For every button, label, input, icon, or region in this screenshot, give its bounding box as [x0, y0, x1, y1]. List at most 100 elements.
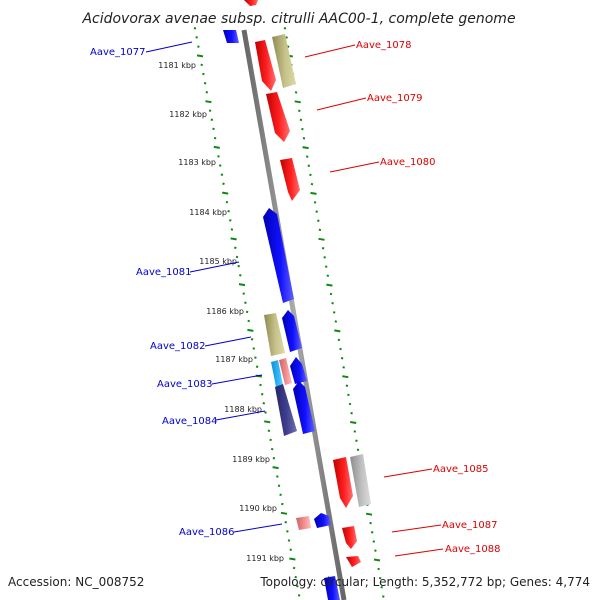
tick-mark — [326, 283, 333, 287]
tick-mark — [200, 63, 203, 67]
kbp-tick-1182: 1182 kbp — [169, 110, 207, 119]
tick-mark — [264, 420, 271, 424]
gene-aave-1082-tan[interactable] — [264, 313, 285, 356]
tick-mark — [329, 292, 333, 296]
tick-mark — [326, 274, 330, 277]
tick-mark — [283, 27, 287, 30]
tick-mark — [345, 384, 349, 387]
tick-mark — [355, 439, 358, 442]
kbp-tick-1184: 1184 kbp — [189, 208, 227, 217]
tick-mark — [260, 392, 264, 396]
gene-partial-top-red[interactable] — [244, 0, 258, 6]
tick-mark — [247, 328, 254, 332]
tick-mark — [210, 118, 214, 122]
tick-mark — [310, 191, 317, 195]
tick-mark — [313, 201, 317, 204]
gene-label-aave-1087[interactable]: Aave_1087 — [442, 520, 498, 531]
tick-mark — [305, 155, 309, 158]
tick-mark — [334, 329, 341, 333]
tick-mark — [286, 530, 289, 533]
tick-mark — [281, 502, 284, 506]
tick-mark — [279, 493, 282, 497]
tick-mark — [242, 292, 245, 295]
tick-mark — [244, 301, 247, 304]
kbp-tick-1183: 1183 kbp — [178, 158, 216, 167]
gene-aave-1086-pink[interactable] — [296, 516, 311, 530]
gene-label-aave-1080[interactable]: Aave_1080 — [380, 157, 436, 168]
tick-mark — [285, 36, 288, 39]
tick-mark — [272, 466, 279, 470]
gene-aave-1080[interactable] — [280, 158, 300, 201]
tick-mark — [276, 475, 279, 478]
gene-aave-1083-blue[interactable] — [290, 357, 307, 384]
genome-summary-text: Topology: circular; Length: 5,352,772 bp… — [259, 575, 590, 589]
gene-label-aave-1077[interactable]: Aave_1077 — [90, 47, 146, 58]
gene-label-aave-1079[interactable]: Aave_1079 — [367, 93, 423, 104]
tick-mark — [197, 45, 200, 48]
gene-label-aave-1082[interactable]: Aave_1082 — [150, 341, 206, 352]
tick-mark — [235, 255, 239, 259]
gene-label-aave-1083[interactable]: Aave_1083 — [157, 379, 213, 390]
tick-mark — [342, 375, 349, 379]
tick-mark — [348, 402, 352, 406]
tick-mark — [369, 521, 372, 525]
gene-label-aave-1086[interactable]: Aave_1086 — [179, 527, 235, 538]
tick-mark — [353, 430, 357, 433]
tick-guides — [193, 27, 385, 598]
tick-mark — [337, 338, 341, 342]
tick-mark — [259, 383, 262, 387]
kbp-tick-1190: 1190 kbp — [239, 504, 277, 513]
gene-aave-1085[interactable] — [333, 457, 353, 508]
gene-label-aave-1085[interactable]: Aave_1085 — [433, 464, 489, 475]
accession-text: Accession: NC_008752 — [8, 575, 144, 589]
tick-mark — [309, 173, 312, 177]
gene-aave-1079[interactable] — [266, 92, 290, 142]
gene-aave-1083-pink[interactable] — [279, 358, 292, 385]
tick-mark — [269, 438, 272, 442]
tick-mark — [323, 256, 326, 259]
gene-label-aave-1081[interactable]: Aave_1081 — [136, 267, 192, 278]
tick-mark — [262, 402, 266, 405]
tick-mark — [318, 237, 325, 241]
gene-aave-1087[interactable] — [342, 526, 357, 549]
tick-mark — [297, 594, 301, 597]
gene-aave-1078-tan[interactable] — [272, 34, 296, 88]
tick-mark — [378, 576, 382, 580]
gene-aave-1084[interactable] — [293, 381, 315, 434]
tick-mark — [296, 585, 299, 588]
tick-mark — [252, 347, 256, 350]
gene-aave-1088[interactable] — [346, 556, 361, 567]
tick-mark — [195, 36, 198, 39]
gene-aave-1082[interactable] — [282, 310, 302, 352]
tick-mark — [227, 209, 230, 213]
gene-label-aave-1084[interactable]: Aave_1084 — [162, 416, 218, 427]
tick-mark — [373, 558, 381, 562]
genome-backbone — [241, 29, 347, 600]
tick-mark — [196, 54, 204, 58]
gene-aave-1085-gray[interactable] — [350, 454, 371, 507]
map-title: Acidovorax avenae subsp. citrulli AAC00-… — [81, 11, 515, 27]
tick-mark — [272, 456, 276, 460]
gene-aave-1078[interactable] — [255, 40, 276, 91]
gene-partial-bottom-blue[interactable] — [324, 576, 340, 600]
gene-aave-1081[interactable] — [263, 208, 294, 303]
kbp-tick-labels: 1181 kbp 1182 kbp 1183 kbp 1184 kbp 1185… — [158, 61, 284, 563]
gene-label-aave-1088[interactable]: Aave_1088 — [445, 544, 501, 555]
gene-aave-1086[interactable] — [314, 513, 331, 528]
gene-label-aave-1078[interactable]: Aave_1078 — [356, 40, 412, 51]
gene-features — [223, 0, 371, 600]
gene-aave-1084-navy[interactable] — [275, 384, 297, 436]
tick-mark — [255, 365, 259, 368]
tick-mark — [339, 347, 342, 351]
gene-aave-1077[interactable] — [223, 30, 239, 43]
kbp-tick-1187: 1187 kbp — [215, 355, 253, 364]
tick-mark — [277, 484, 281, 487]
gene-labels: Aave_1077 Aave_1078 Aave_1079 Aave_1080 … — [90, 40, 501, 555]
tick-mark — [267, 429, 271, 433]
tick-mark — [250, 338, 254, 341]
tick-mark — [356, 448, 360, 452]
tick-mark — [264, 411, 267, 414]
tick-mark — [237, 264, 240, 268]
tick-mark — [310, 182, 314, 186]
